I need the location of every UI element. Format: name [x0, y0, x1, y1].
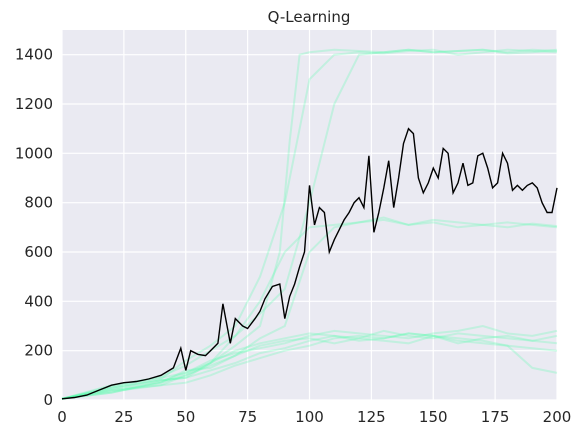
y-tick-label: 800: [24, 194, 53, 212]
x-tick-label: 175: [481, 408, 510, 426]
x-tick-label: 50: [176, 408, 195, 426]
run-line-6: [61, 332, 558, 400]
x-tick-label: 125: [357, 408, 386, 426]
tick-labels: 0 25 50 75 100 125 150 175 200 0 200 400 600 800 1000 1…: [15, 46, 572, 426]
chart-title: Q-Learning: [268, 8, 351, 26]
y-tick-label: 1000: [15, 144, 53, 162]
y-tick-label: 200: [24, 342, 53, 360]
y-tick-label: 1200: [15, 95, 53, 113]
y-tick-label: 400: [24, 292, 53, 310]
x-tick-label: 100: [295, 408, 324, 426]
run-line-2: [61, 332, 558, 400]
run-line-5: [61, 334, 558, 400]
run-line-7: [61, 218, 558, 400]
x-tick-label: 25: [114, 408, 133, 426]
grid: [61, 30, 558, 401]
x-tick-label: 150: [419, 408, 448, 426]
run-line-8: [61, 48, 558, 400]
run-lines: [61, 48, 558, 400]
x-tick-label: 75: [238, 408, 257, 426]
run-line-10: [61, 48, 558, 400]
y-tick-label: 1400: [15, 46, 53, 64]
run-line-9: [61, 216, 558, 400]
y-tick-label: 600: [24, 243, 53, 261]
mean-series-line: [61, 127, 558, 400]
run-line-4: [61, 324, 558, 400]
run-line-1: [61, 48, 558, 400]
x-tick-label: 200: [543, 408, 572, 426]
x-tick-label: 0: [57, 408, 67, 426]
mean-line: [61, 127, 558, 400]
y-tick-label: 0: [43, 391, 53, 409]
